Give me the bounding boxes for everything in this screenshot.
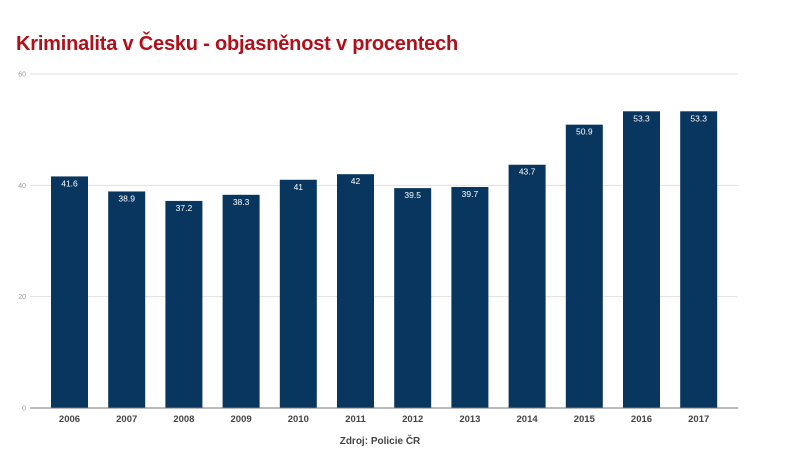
x-tick-label: 2006	[59, 414, 80, 425]
data-label: 38.9	[118, 193, 135, 203]
source-note: Zdroj: Policie ČR	[339, 436, 421, 447]
bar-2013	[451, 187, 489, 408]
y-tick-label: 0	[22, 406, 26, 413]
data-label: 42	[351, 176, 361, 186]
data-label: 53.3	[633, 113, 650, 123]
bar-2006	[51, 176, 88, 408]
data-label: 37.2	[176, 203, 193, 213]
x-tick-label: 2010	[288, 414, 309, 425]
x-tick-label: 2008	[173, 414, 194, 425]
x-tick-label: 2014	[517, 414, 539, 425]
x-tick-label: 2017	[688, 414, 709, 425]
bar-2016	[623, 111, 660, 409]
bar-2014	[508, 164, 546, 408]
bar-2011	[337, 174, 374, 408]
chart-title: Kriminalita v Česku - objasněnost v proc…	[16, 33, 459, 55]
y-tick-label: 20	[18, 294, 26, 301]
data-label: 53.3	[690, 113, 707, 123]
data-label: 50.9	[576, 127, 593, 137]
y-tick-label: 60	[18, 72, 26, 79]
x-tick-label: 2009	[231, 414, 252, 425]
data-label: 41	[294, 182, 304, 192]
x-tick-label: 2016	[631, 414, 652, 425]
bar-2015	[565, 124, 603, 408]
bar-2007	[108, 191, 146, 408]
bar-2009	[222, 194, 260, 408]
x-tick-label: 2012	[402, 414, 423, 425]
data-label: 38.3	[233, 197, 250, 207]
bar-2012	[394, 188, 432, 408]
data-label: 41.6	[61, 178, 78, 188]
data-label: 39.5	[404, 190, 421, 200]
bar-2008	[165, 200, 203, 408]
x-tick-label: 2011	[345, 414, 366, 425]
x-tick-label: 2013	[459, 414, 480, 425]
bar-2010	[279, 179, 317, 408]
bar-2017	[680, 111, 718, 409]
y-tick-label: 40	[18, 183, 26, 190]
x-tick-label: 2007	[116, 414, 137, 425]
data-label: 43.7	[519, 167, 536, 177]
x-tick-label: 2015	[574, 414, 596, 425]
data-label: 39.7	[462, 189, 479, 199]
